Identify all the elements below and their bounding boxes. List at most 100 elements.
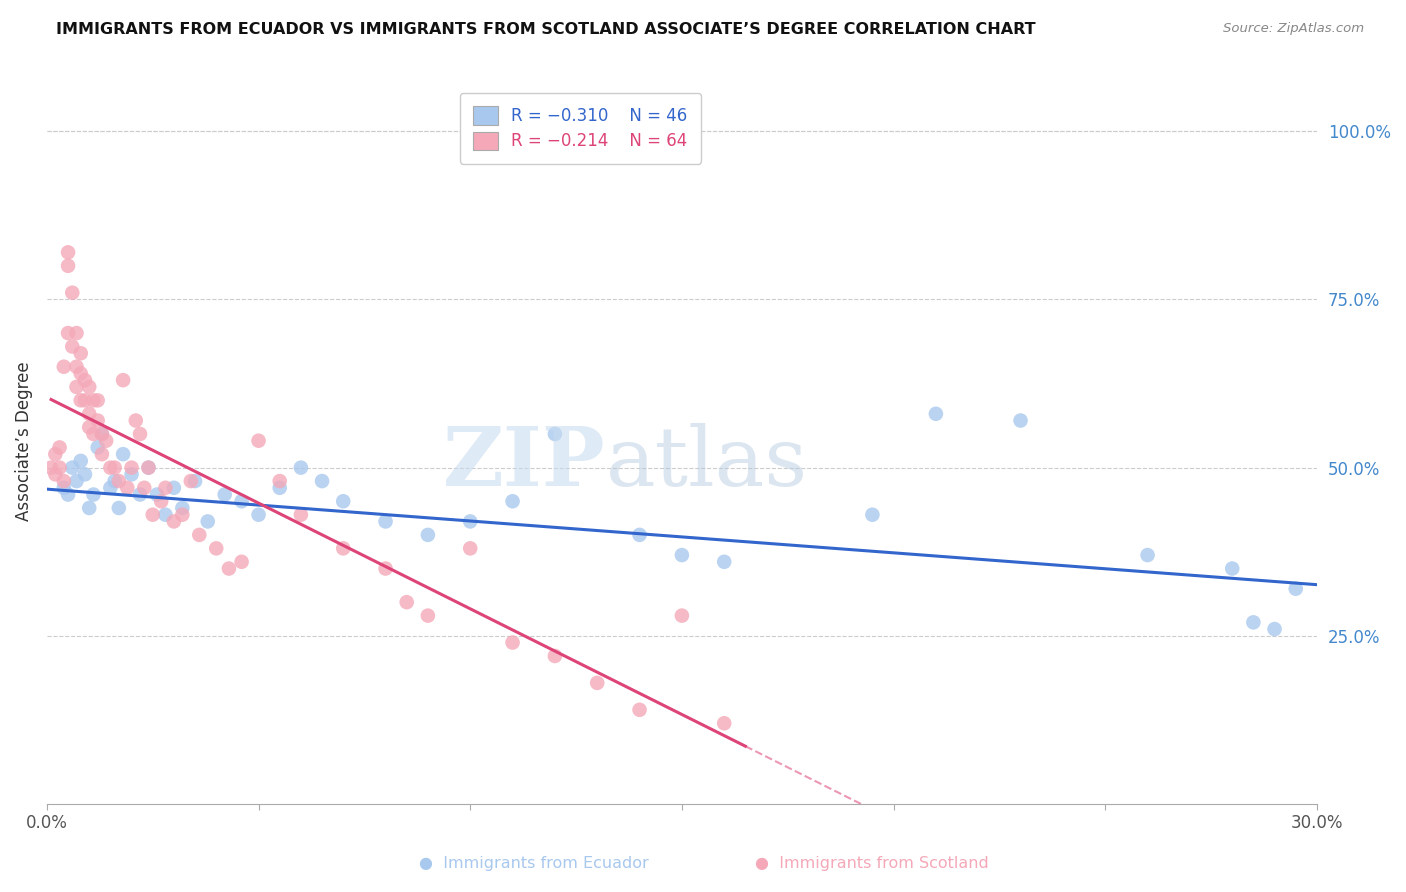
Point [332, 494, 354, 508]
Point [155, 481, 177, 495]
Point [214, 487, 236, 501]
Point [104, 474, 127, 488]
Point [163, 481, 186, 495]
Point [112, 447, 135, 461]
Point [1264, 622, 1286, 636]
Y-axis label: Associate’s Degree: Associate’s Degree [15, 361, 32, 521]
Point [395, 595, 418, 609]
Point [1285, 582, 1308, 596]
Text: ●  Immigrants from Ecuador: ● Immigrants from Ecuador [419, 856, 650, 871]
Point [1220, 561, 1243, 575]
Point [502, 635, 524, 649]
Point [44, 467, 66, 482]
Point [82, 427, 104, 442]
Point [39, 460, 62, 475]
Point [112, 373, 135, 387]
Point [117, 481, 139, 495]
Point [60, 460, 83, 475]
Point [311, 474, 333, 488]
Point [544, 648, 567, 663]
Point [56, 245, 79, 260]
Point [628, 528, 651, 542]
Point [146, 487, 169, 501]
Point [77, 380, 100, 394]
Point [69, 367, 91, 381]
Point [86, 413, 108, 427]
Point [65, 326, 87, 340]
Point [104, 460, 127, 475]
Point [713, 555, 735, 569]
Point [205, 541, 228, 556]
Text: ●  Immigrants from Scotland: ● Immigrants from Scotland [755, 856, 988, 871]
Point [65, 359, 87, 374]
Point [671, 608, 693, 623]
Point [82, 393, 104, 408]
Point [77, 500, 100, 515]
Point [332, 541, 354, 556]
Point [77, 420, 100, 434]
Point [502, 494, 524, 508]
Point [218, 561, 240, 575]
Point [134, 481, 156, 495]
Point [90, 427, 112, 442]
Point [100, 460, 122, 475]
Point [142, 508, 165, 522]
Point [86, 441, 108, 455]
Point [56, 326, 79, 340]
Legend: R = −0.310    N = 46, R = −0.214    N = 64: R = −0.310 N = 46, R = −0.214 N = 64 [460, 93, 702, 164]
Point [73, 373, 96, 387]
Point [269, 481, 291, 495]
Point [544, 427, 567, 442]
Point [671, 548, 693, 562]
Point [925, 407, 948, 421]
Point [100, 481, 122, 495]
Point [60, 285, 83, 300]
Point [172, 500, 194, 515]
Text: ZIP: ZIP [443, 423, 606, 502]
Point [69, 454, 91, 468]
Point [458, 515, 481, 529]
Point [77, 407, 100, 421]
Point [96, 434, 118, 448]
Point [52, 359, 75, 374]
Point [52, 474, 75, 488]
Point [138, 460, 160, 475]
Point [65, 380, 87, 394]
Point [69, 346, 91, 360]
Point [52, 481, 75, 495]
Point [44, 447, 66, 461]
Point [628, 703, 651, 717]
Point [180, 474, 202, 488]
Point [163, 515, 186, 529]
Point [197, 515, 219, 529]
Point [73, 467, 96, 482]
Point [247, 508, 270, 522]
Point [138, 460, 160, 475]
Point [416, 608, 439, 623]
Point [60, 339, 83, 353]
Point [290, 508, 312, 522]
Point [269, 474, 291, 488]
Point [56, 259, 79, 273]
Point [231, 555, 253, 569]
Point [1010, 413, 1032, 427]
Point [129, 487, 152, 501]
Point [73, 393, 96, 408]
Point [108, 474, 131, 488]
Point [374, 515, 396, 529]
Point [1241, 615, 1264, 630]
Point [713, 716, 735, 731]
Point [860, 508, 883, 522]
Point [65, 474, 87, 488]
Point [121, 460, 143, 475]
Point [125, 413, 148, 427]
Point [56, 487, 79, 501]
Point [150, 494, 173, 508]
Point [69, 393, 91, 408]
Text: Source: ZipAtlas.com: Source: ZipAtlas.com [1223, 22, 1364, 36]
Text: atlas: atlas [606, 423, 808, 502]
Text: IMMIGRANTS FROM ECUADOR VS IMMIGRANTS FROM SCOTLAND ASSOCIATE’S DEGREE CORRELATI: IMMIGRANTS FROM ECUADOR VS IMMIGRANTS FR… [56, 22, 1036, 37]
Point [48, 460, 70, 475]
Point [247, 434, 270, 448]
Point [86, 393, 108, 408]
